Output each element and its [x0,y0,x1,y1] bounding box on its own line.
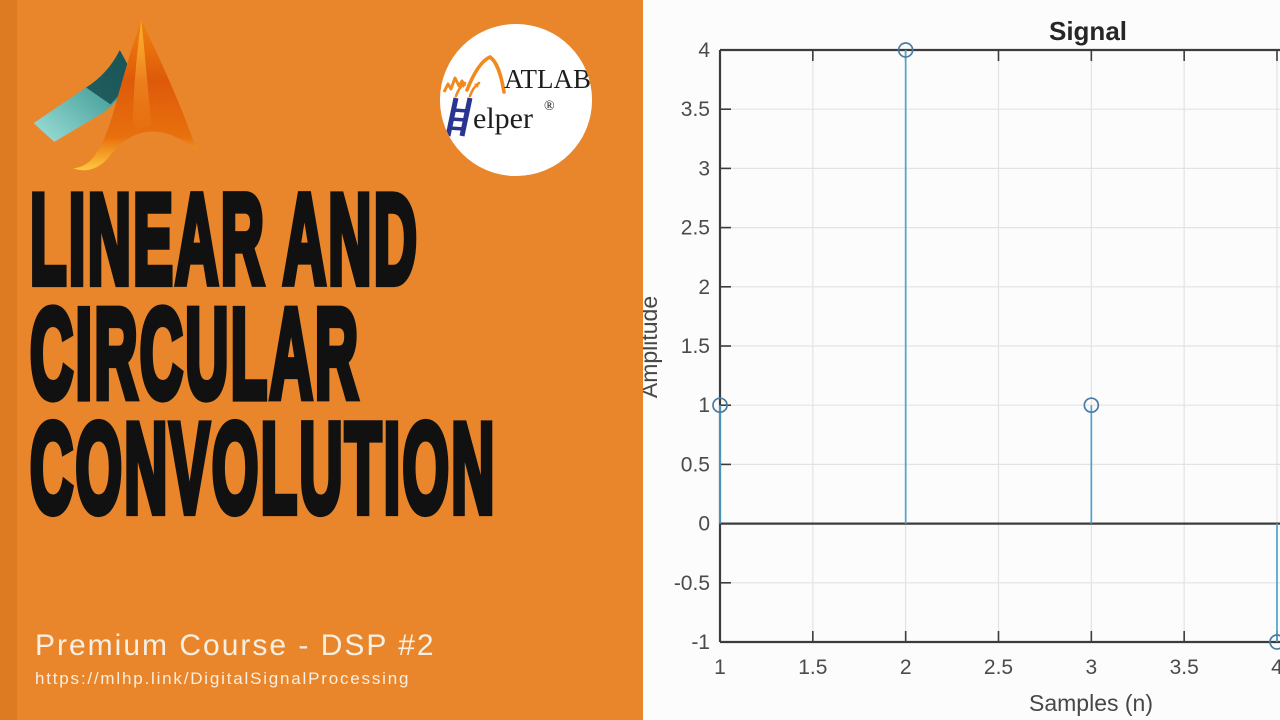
matlab-logo-icon [33,20,197,171]
y-tick-label: 4 [698,39,710,62]
badge-brand-bottom: elper [473,102,533,135]
y-tick-label: 1 [698,394,710,417]
y-tick-label: 2.5 [681,217,710,240]
x-tick-label: 1 [714,656,726,679]
heading-line-2: CIRCULAR [28,281,361,426]
grid-lines [720,50,1280,642]
stem-series [712,42,1280,650]
y-tick-label: -0.5 [674,572,710,595]
axis-labels: -1 -0.5 0 0.5 1 1.5 2 2.5 3 3.5 4 1 1.5 2 2.5 3 3.5 4 Sign… [643,16,1280,716]
x-axis-label: Samples (n) [1029,690,1153,716]
badge-brand-top: ATLAB [504,64,591,94]
y-tick-label: -1 [691,631,710,654]
y-axis-label: Amplitude [643,296,662,398]
stem-marker [1269,634,1280,650]
chart-title: Signal [1049,16,1127,46]
course-url: https://mlhp.link/DigitalSignalProcessin… [35,669,411,688]
stem-marker [712,397,728,414]
helper-wave-icon [442,76,467,93]
left-panel: ATLAB elper ® LINEAR AND CIRCULAR CONVOL… [0,0,643,720]
signal-stem-chart: -1 -0.5 0 0.5 1 1.5 2 2.5 3 3.5 4 1 1.5 2 2.5 3 3.5 4 Sign… [643,16,1280,716]
y-tick-label: 0.5 [681,453,710,476]
matlab-helper-logo-icon: ATLAB elper ® [440,24,592,176]
heading-line-1: LINEAR AND [28,167,420,312]
x-tick-label: 3 [1085,656,1097,679]
y-tick-label: 0 [698,513,710,536]
left-edge-strip [0,0,17,720]
x-tick-label: 4 [1271,656,1280,679]
y-tick-label: 1.5 [681,335,710,358]
x-tick-label: 2 [900,656,912,679]
y-tick-label: 3 [698,157,710,180]
course-subtitle: Premium Course - DSP #2 [35,629,436,662]
helper-peak-icon [465,54,506,94]
y-tick-label: 3.5 [681,98,710,121]
video-title: LINEAR AND CIRCULAR CONVOLUTION [28,167,497,540]
x-tick-label: 3.5 [1170,656,1199,679]
helper-ladder-rungs [448,108,469,131]
x-tick-label: 2.5 [984,656,1013,679]
badge-circle [440,24,592,176]
y-tick-label: 2 [698,276,710,299]
stem-marker [897,42,914,58]
helper-arrowheads [460,83,479,88]
matlab-helper-badge: ATLAB elper ® [440,24,592,176]
x-tick-label: 1.5 [798,656,827,679]
chart-panel: -1 -0.5 0 0.5 1 1.5 2 2.5 3 3.5 4 1 1.5 2 2.5 3 3.5 4 Sign… [643,0,1280,720]
badge-registered-mark: ® [544,99,555,114]
tick-marks [719,49,1278,643]
heading-line-3: CONVOLUTION [28,395,497,540]
membrane-ridge-highlight [132,20,152,133]
stem-marker [1083,397,1100,414]
